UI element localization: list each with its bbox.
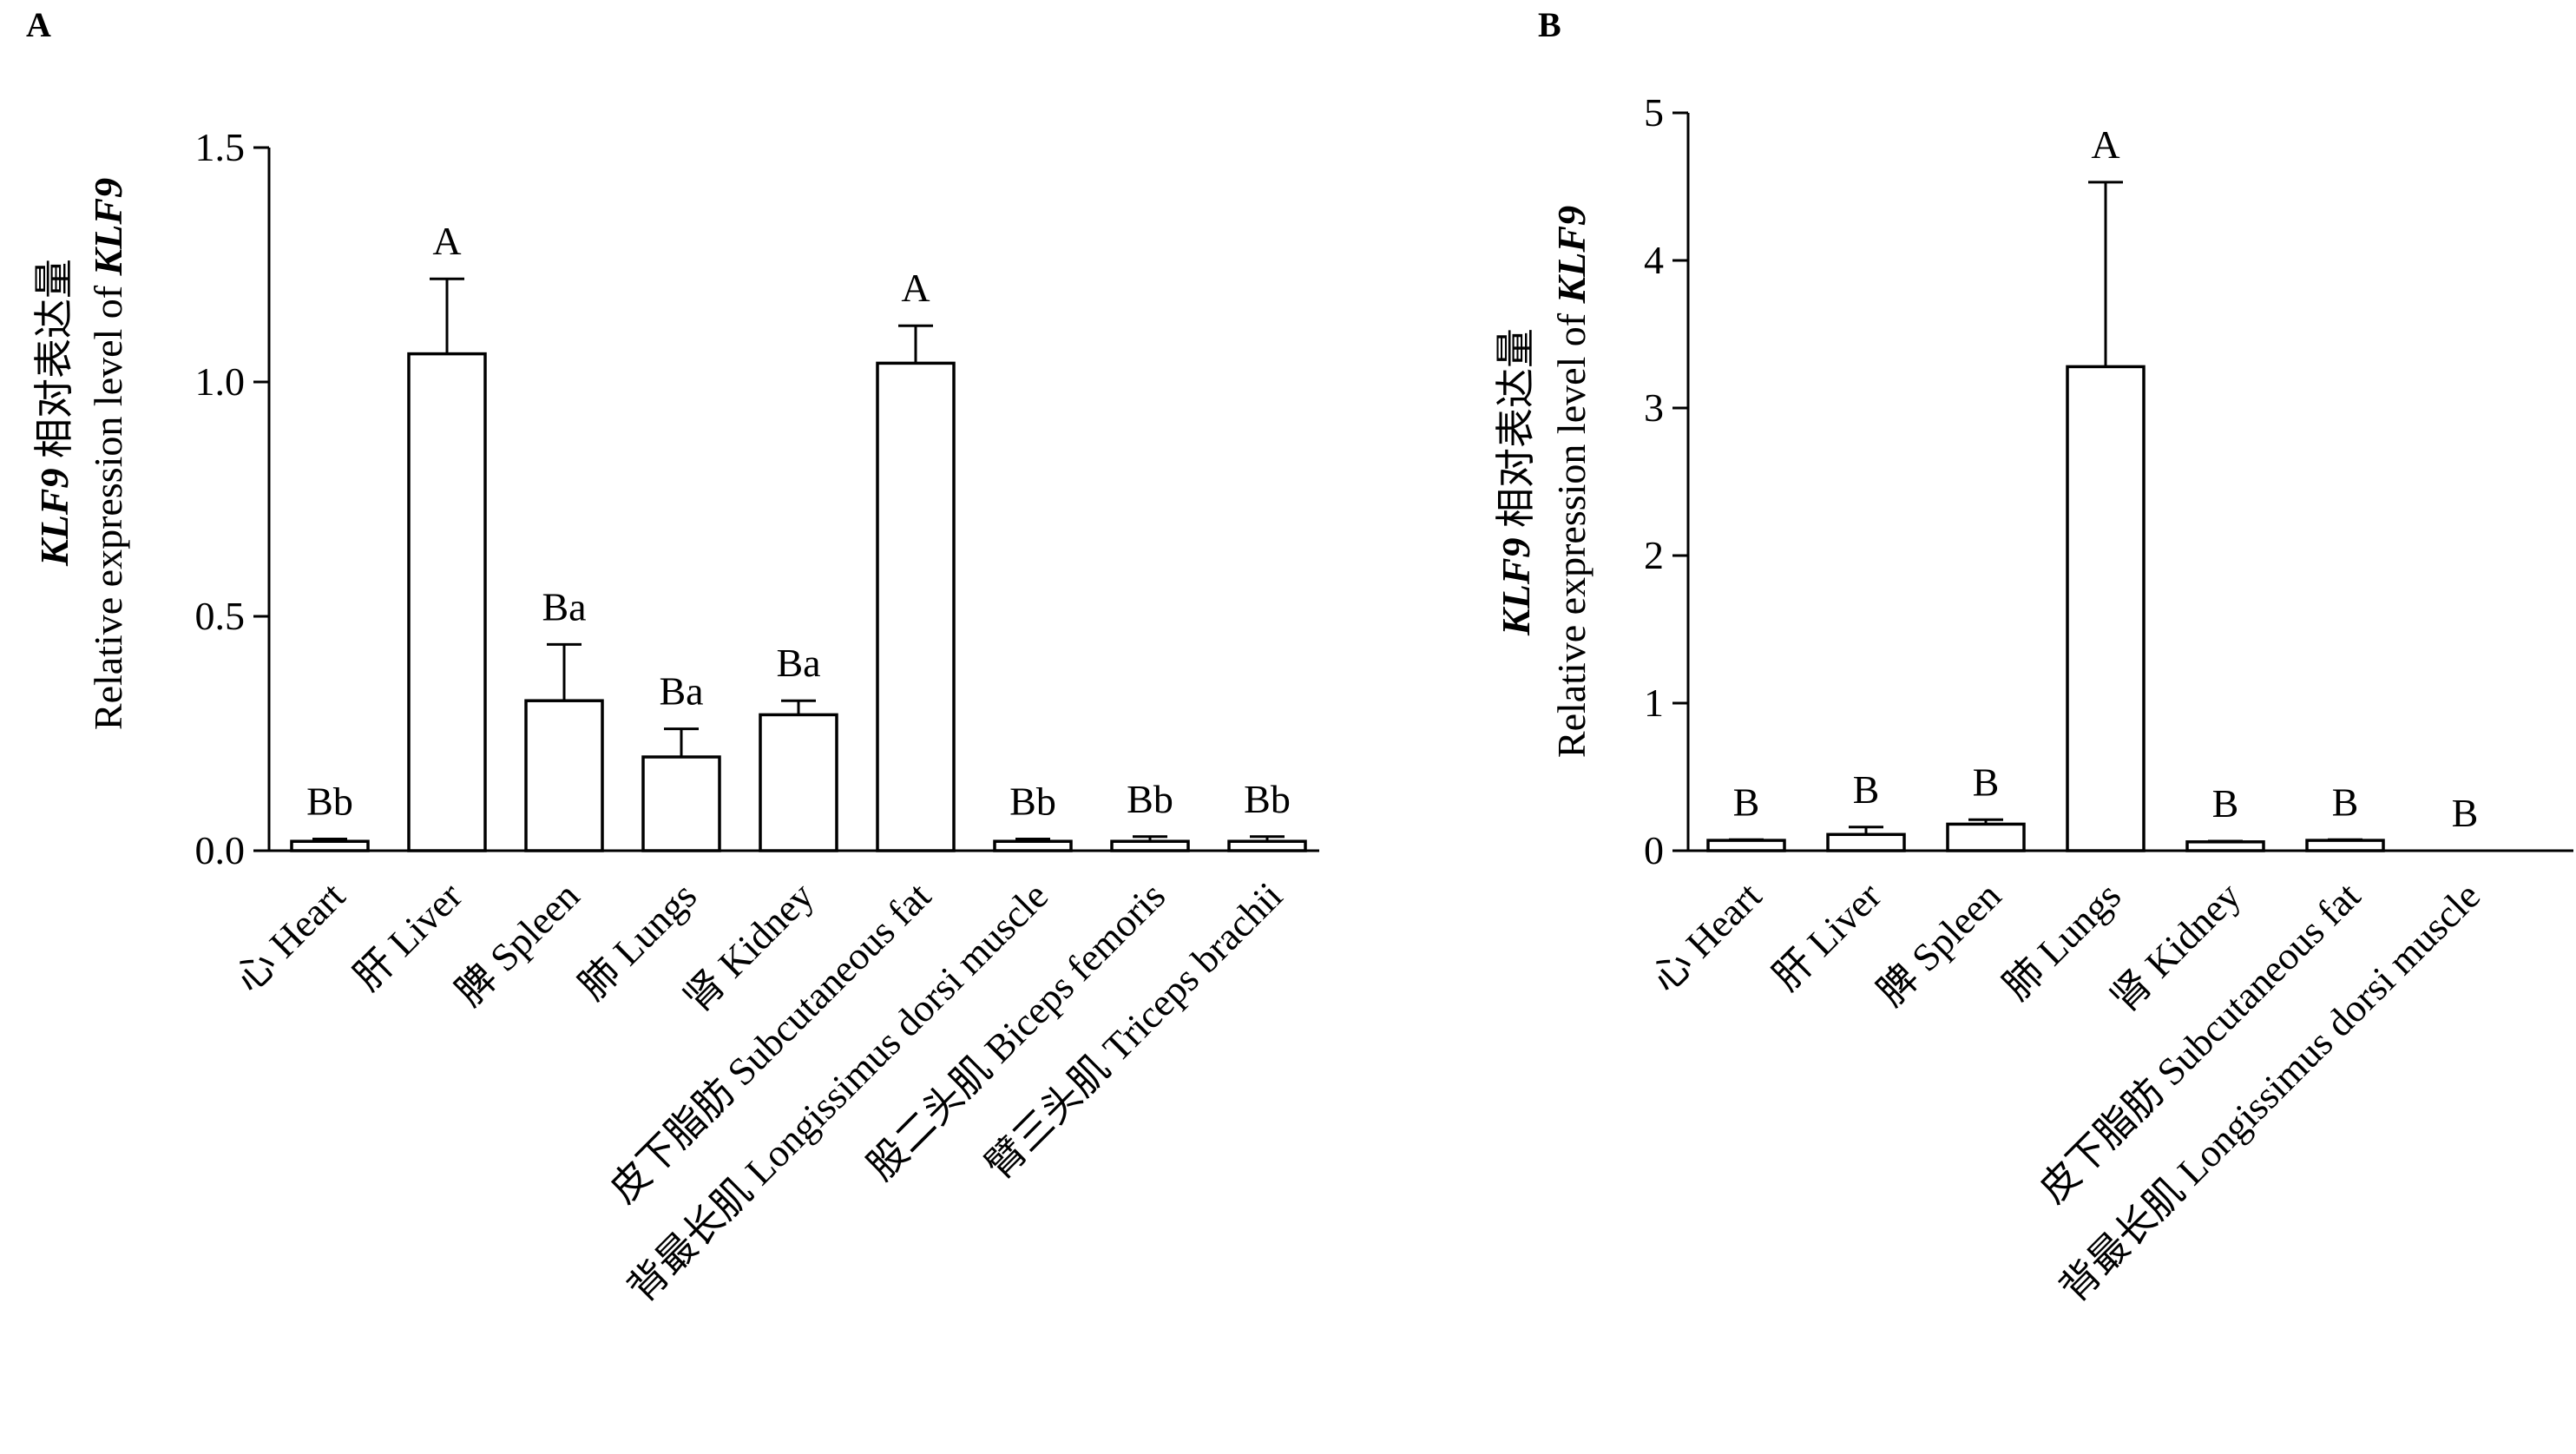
panel-b-y-tick-label: 4 — [1644, 238, 1664, 282]
panel-a-sig-label: A — [432, 219, 461, 263]
panel-b-ylabel-en: Relative expression level of — [1549, 303, 1594, 758]
panel-b-ylabel-gene2: KLF9 — [1549, 206, 1594, 304]
panel-a-sig-label: Bb — [1009, 780, 1056, 824]
panel-a-bar — [290, 839, 370, 852]
panel-b-sig-label: B — [1733, 780, 1760, 824]
panel-b-bar — [2185, 840, 2265, 852]
panel-b-y-tick-label: 0 — [1644, 828, 1664, 872]
panel-a-bar — [1227, 839, 1307, 852]
panel-a-ylabel-line2: Relative expression level of KLF9 — [86, 178, 130, 730]
panel-a-sig-label: Ba — [542, 584, 586, 628]
panel-a-y-tick-label: 1.0 — [195, 359, 246, 404]
panel-b-sig-label: B — [2212, 781, 2239, 826]
panel-a-ylabel-line1: KLF9 相对表达量 — [32, 259, 76, 567]
panel-a-category-label: 脾 Spleen — [447, 874, 588, 1015]
panel-a-bar — [759, 713, 838, 852]
panel-a-sig-label: Ba — [776, 641, 820, 685]
panel-a-bar — [641, 755, 721, 852]
panel-a-y-tick-label: 1.5 — [195, 125, 246, 169]
panel-b-bar — [1946, 822, 2026, 852]
panel-b-bar — [1706, 839, 1786, 852]
panel-b-sig-label: A — [2091, 122, 2119, 167]
panel-b-category-label: 心 Heart — [1643, 873, 1770, 1000]
panel-a-sig-label: Ba — [659, 669, 703, 714]
panel-b-y-tick-label: 1 — [1644, 681, 1664, 725]
panel-b-sig-label: B — [2332, 780, 2359, 824]
panel-b-ylabel-zh: 相对表达量 — [1494, 328, 1538, 538]
panel-a-sig-label: A — [901, 266, 930, 310]
panel-b-y-tick-label: 3 — [1644, 385, 1664, 430]
panel-b-ylabel: KLF9 相对表达量 Relative expression level of … — [1494, 206, 1594, 758]
panel-a-bar — [524, 699, 604, 852]
panel-b-bar — [2305, 839, 2385, 852]
panel-a-category-label: 背最长肌 Longissimus dorsi muscle — [620, 874, 1056, 1311]
panel-a-ylabel: KLF9 相对表达量 Relative expression level of … — [32, 178, 130, 730]
panel-a-ylabel-zh: 相对表达量 — [32, 259, 76, 469]
panel-a-sig-label: Bb — [1244, 777, 1291, 821]
panel-a: A KLF9 相对表达量 Relative expression level o… — [26, 5, 1319, 1311]
panel-a-bar — [993, 839, 1073, 852]
panel-a-letter: A — [26, 5, 51, 44]
panel-b-y-tick-label: 2 — [1644, 533, 1664, 577]
panel-a-ylabel-gene1: KLF9 — [32, 469, 76, 567]
panel-b-ylabel-line2: Relative expression level of KLF9 — [1549, 206, 1594, 758]
panel-a-sig-label: Bb — [306, 780, 353, 824]
panel-b-ylabel-line1: KLF9 相对表达量 — [1494, 328, 1538, 636]
panel-a-bar — [876, 361, 956, 852]
panel-a-sig-label: Bb — [1127, 777, 1173, 821]
panel-b-y-tick-label: 5 — [1644, 90, 1664, 135]
panel-b: B KLF9 相对表达量 Relative expression level o… — [1494, 5, 2573, 1311]
panel-b-sig-label: B — [2452, 791, 2479, 835]
panel-a-y-tick-label: 0.5 — [195, 594, 246, 638]
panel-a-bar — [1110, 839, 1190, 852]
panel-a-bar — [407, 352, 487, 852]
panel-b-sig-label: B — [1973, 760, 2000, 804]
panel-b-bar — [1826, 832, 1906, 852]
panel-b-letter: B — [1538, 5, 1561, 44]
panel-b-sig-label: B — [1853, 767, 1880, 812]
panel-a-y-tick-label: 0.0 — [195, 828, 246, 872]
panel-a-ylabel-gene2: KLF9 — [86, 178, 130, 276]
panel-b-ylabel-gene1: KLF9 — [1494, 538, 1538, 636]
panel-a-ylabel-en: Relative expression level of — [86, 275, 130, 730]
panel-b-category-label: 脾 Spleen — [1869, 874, 2009, 1015]
panel-b-bar — [2066, 365, 2146, 852]
panel-b-category-label: 背最长肌 Longissimus dorsi muscle — [2052, 874, 2488, 1311]
panel-a-category-label: 心 Heart — [227, 873, 353, 1000]
panel-b-category-label: 肝 Liver — [1764, 874, 1889, 999]
